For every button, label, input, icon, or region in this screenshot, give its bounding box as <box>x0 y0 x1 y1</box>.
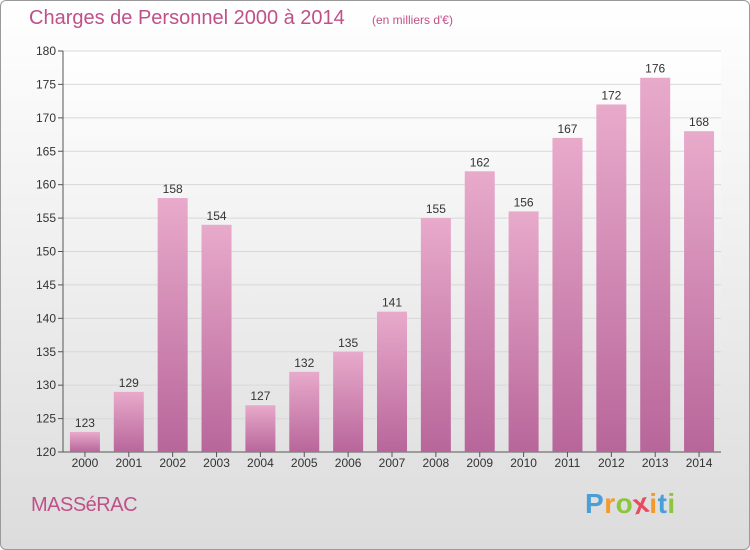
bar-2003 <box>201 224 232 452</box>
data-label: 141 <box>382 296 402 310</box>
x-tick-label: 2001 <box>115 456 142 470</box>
y-tick-label: 160 <box>36 178 56 192</box>
chart-subtitle: (en milliers d'€) <box>372 13 453 27</box>
bar-2002 <box>157 198 188 452</box>
y-tick-label: 145 <box>36 278 56 292</box>
x-tick-label: 2004 <box>247 456 274 470</box>
y-tick-label: 130 <box>36 378 56 392</box>
y-tick-label: 140 <box>36 311 56 325</box>
x-tick-label: 2007 <box>379 456 406 470</box>
bar-2011 <box>552 137 583 452</box>
y-tick-label: 135 <box>36 345 56 359</box>
data-label: 135 <box>338 336 358 350</box>
x-tick-label: 2012 <box>598 456 625 470</box>
bar-2004 <box>245 405 276 452</box>
y-tick-label: 180 <box>36 44 56 58</box>
bar-2007 <box>377 311 407 452</box>
data-label: 156 <box>514 195 534 209</box>
bar-2010 <box>508 211 539 452</box>
x-tick-label: 2009 <box>466 456 493 470</box>
x-tick-label: 2000 <box>72 456 99 470</box>
y-tick-label: 155 <box>36 211 56 225</box>
logo-letter: o <box>615 488 634 519</box>
y-tick-label: 120 <box>36 445 56 459</box>
logo-letter: r <box>604 488 616 519</box>
logo-letter: P <box>585 488 605 519</box>
data-label: 154 <box>207 209 227 223</box>
bar-2012 <box>596 104 627 452</box>
y-tick-label: 170 <box>36 111 56 125</box>
logo-letter: i <box>667 488 676 519</box>
data-label: 129 <box>119 376 139 390</box>
bar-2013 <box>640 77 671 452</box>
data-label: 172 <box>601 88 621 102</box>
proxiti-logo: Proxiti <box>585 487 676 521</box>
x-tick-label: 2010 <box>510 456 537 470</box>
y-tick-label: 150 <box>36 245 56 259</box>
data-label: 167 <box>557 122 577 136</box>
logo-letter: t <box>657 488 668 519</box>
bar-2014 <box>684 131 715 452</box>
y-tick-label: 165 <box>36 144 56 158</box>
bar-2009 <box>464 171 495 453</box>
data-label: 162 <box>470 155 490 169</box>
y-tick-label: 125 <box>36 412 56 426</box>
logo-letter: i <box>649 488 658 519</box>
x-tick-label: 2014 <box>686 456 713 470</box>
x-tick-label: 2008 <box>423 456 450 470</box>
data-label: 123 <box>75 416 95 430</box>
chart-title: Charges de Personnel 2000 à 2014 <box>29 7 345 29</box>
data-label: 158 <box>163 182 183 196</box>
data-label: 132 <box>294 356 314 370</box>
town-name: MASSéRAC <box>31 494 138 516</box>
bar-2005 <box>289 371 320 452</box>
bar-2008 <box>420 218 451 452</box>
x-tick-label: 2013 <box>642 456 669 470</box>
bar-2000 <box>69 431 100 452</box>
y-tick-label: 175 <box>36 77 56 91</box>
bar-2006 <box>333 351 364 452</box>
x-tick-label: 2005 <box>291 456 318 470</box>
x-tick-label: 2003 <box>203 456 230 470</box>
data-label: 155 <box>426 202 446 216</box>
data-label: 127 <box>250 389 270 403</box>
bar-2001 <box>113 391 144 452</box>
data-label: 168 <box>689 115 709 129</box>
x-tick-label: 2002 <box>159 456 186 470</box>
data-label: 176 <box>645 62 665 76</box>
x-tick-label: 2011 <box>555 456 581 470</box>
x-tick-label: 2006 <box>335 456 362 470</box>
